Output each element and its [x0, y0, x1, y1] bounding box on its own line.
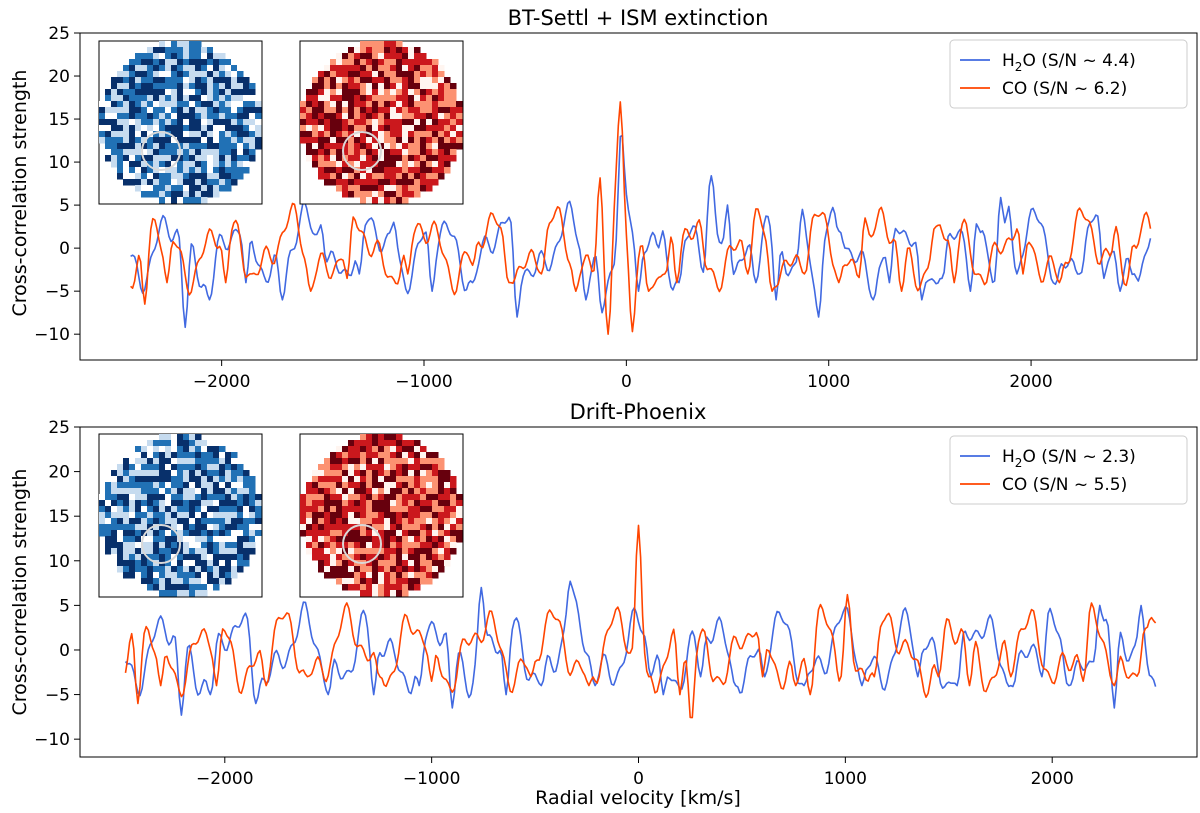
y-tick-label: 20	[48, 67, 70, 87]
x-tick-label: 0	[633, 769, 644, 789]
companion-marker	[342, 131, 382, 171]
series-line-co	[124, 524, 1157, 719]
co-map-inset	[299, 40, 464, 205]
x-axis-label: Radial velocity [km/s]	[535, 787, 741, 809]
x-tick-label: 2000	[1009, 372, 1052, 392]
y-tick-label: 10	[48, 552, 70, 572]
y-tick-label: −5	[45, 686, 70, 706]
legend: H2O (S/N ~ 4.4) CO (S/N ~ 6.2)	[949, 39, 1188, 109]
h2o-map-inset	[98, 433, 263, 598]
y-tick-label: −5	[45, 282, 70, 302]
x-tick-label: 0	[621, 372, 632, 392]
x-tick-label: 1000	[824, 769, 867, 789]
x-tick-label: −1000	[395, 372, 453, 392]
y-tick-label: 25	[48, 418, 70, 438]
x-tick-label: 2000	[1031, 769, 1074, 789]
y-tick-label: 15	[48, 507, 70, 527]
series-line-h2o	[130, 134, 1152, 329]
panel-drift-phoenix: Drift-Phoenix Cross-correlation strength…	[9, 400, 1198, 789]
y-tick-label: 15	[48, 110, 70, 130]
y-tick-label: −10	[34, 730, 70, 750]
legend-box	[949, 39, 1188, 109]
x-tick-label: −2000	[193, 372, 251, 392]
x-tick-label: −1000	[403, 769, 461, 789]
y-axis-label: Cross-correlation strength	[9, 469, 31, 716]
legend: H2O (S/N ~ 2.3) CO (S/N ~ 5.5)	[949, 435, 1188, 505]
axes-frame	[79, 32, 1198, 361]
panel-bt-settl: BT-Settl + ISM extinction Cross-correlat…	[9, 6, 1198, 392]
y-tick-label: 20	[48, 463, 70, 483]
y-axis-label: Cross-correlation strength	[9, 70, 31, 317]
companion-marker	[141, 524, 181, 564]
y-tick-label: 0	[59, 641, 70, 661]
chart-title: Drift-Phoenix	[570, 400, 707, 424]
x-tick-label: −2000	[196, 769, 254, 789]
axes-frame	[79, 426, 1198, 758]
h2o-map-inset	[98, 40, 263, 205]
series-line-co	[130, 101, 1152, 336]
legend-label: H2O (S/N ~ 4.4)	[1002, 51, 1136, 74]
legend-label: CO (S/N ~ 5.5)	[1002, 475, 1127, 495]
legend-label: CO (S/N ~ 6.2)	[1002, 79, 1127, 99]
companion-marker	[141, 131, 181, 171]
x-tick-label: 1000	[807, 372, 850, 392]
y-tick-label: −10	[34, 325, 70, 345]
y-tick-label: 25	[48, 24, 70, 44]
series-line-h2o	[124, 580, 1157, 716]
chart-title: BT-Settl + ISM extinction	[508, 6, 769, 30]
legend-label: H2O (S/N ~ 2.3)	[1002, 447, 1136, 470]
co-map-inset	[299, 433, 464, 598]
y-tick-label: 5	[59, 596, 70, 616]
companion-marker	[342, 524, 382, 564]
y-tick-label: 10	[48, 153, 70, 173]
y-tick-label: 0	[59, 239, 70, 259]
y-tick-label: 5	[59, 196, 70, 216]
legend-box	[949, 435, 1188, 505]
